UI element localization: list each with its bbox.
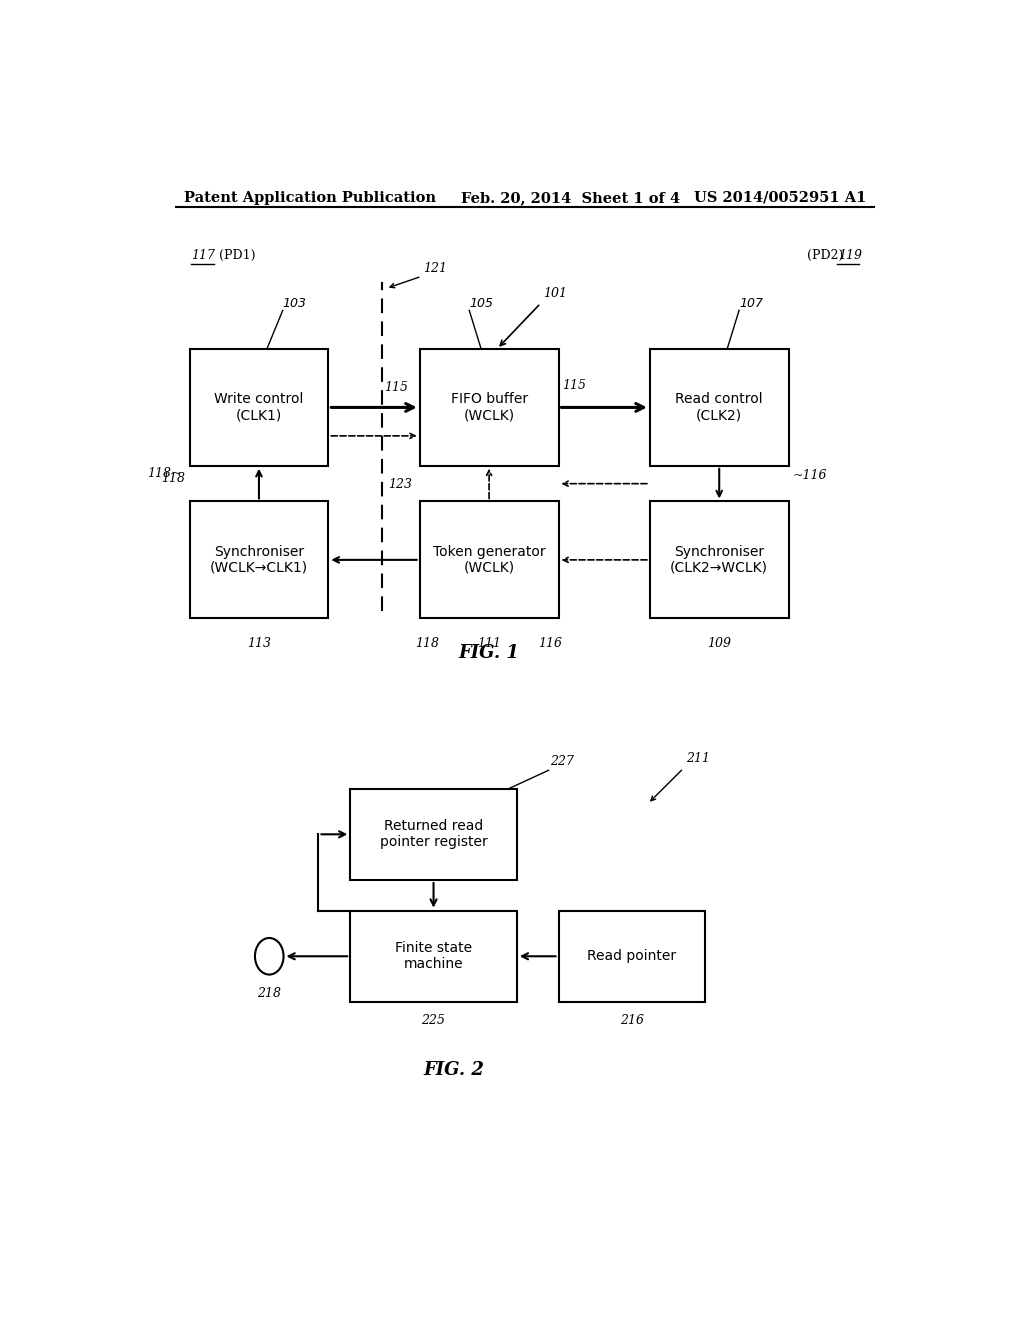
Text: 216: 216 — [620, 1014, 644, 1027]
Text: 227: 227 — [550, 755, 574, 768]
Text: FIG. 2: FIG. 2 — [423, 1061, 483, 1078]
Text: ~116: ~116 — [793, 469, 827, 482]
Text: 109: 109 — [708, 636, 731, 649]
Bar — [350, 911, 517, 1002]
Bar — [420, 348, 558, 466]
Text: 121: 121 — [423, 263, 447, 276]
Text: 218: 218 — [257, 987, 282, 999]
Text: 113: 113 — [247, 636, 271, 649]
Bar — [558, 911, 706, 1002]
Text: Returned read
pointer register: Returned read pointer register — [380, 820, 487, 849]
Bar — [350, 788, 517, 880]
Bar — [420, 502, 558, 618]
Text: US 2014/0052951 A1: US 2014/0052951 A1 — [693, 191, 866, 205]
Text: 225: 225 — [422, 1014, 445, 1027]
Text: Synchroniser
(WCLK→CLK1): Synchroniser (WCLK→CLK1) — [210, 545, 308, 576]
Text: 119: 119 — [839, 249, 862, 263]
Text: 111: 111 — [477, 636, 501, 649]
Bar — [189, 348, 329, 466]
Text: (PD1): (PD1) — [219, 249, 256, 263]
Text: 116: 116 — [539, 636, 562, 649]
Bar — [650, 502, 788, 618]
Text: 103: 103 — [283, 297, 307, 310]
Text: 101: 101 — [543, 288, 567, 300]
Text: Feb. 20, 2014  Sheet 1 of 4: Feb. 20, 2014 Sheet 1 of 4 — [461, 191, 680, 205]
Text: 118: 118 — [162, 473, 185, 484]
Text: Synchroniser
(CLK2→WCLK): Synchroniser (CLK2→WCLK) — [671, 545, 768, 576]
Text: 117: 117 — [191, 249, 215, 263]
Text: Patent Application Publication: Patent Application Publication — [183, 191, 435, 205]
Bar — [189, 502, 329, 618]
Text: Token generator
(WCLK): Token generator (WCLK) — [433, 545, 546, 576]
Text: FIG. 1: FIG. 1 — [459, 644, 519, 663]
Text: 123: 123 — [388, 478, 412, 491]
Bar — [650, 348, 788, 466]
Text: 105: 105 — [469, 297, 494, 310]
Text: Finite state
machine: Finite state machine — [395, 941, 472, 972]
Text: 211: 211 — [686, 752, 710, 766]
Text: 115: 115 — [384, 380, 409, 393]
Text: Read control
(CLK2): Read control (CLK2) — [676, 392, 763, 422]
Text: FIFO buffer
(WCLK): FIFO buffer (WCLK) — [451, 392, 527, 422]
Text: Write control
(CLK1): Write control (CLK1) — [214, 392, 304, 422]
Text: Read pointer: Read pointer — [588, 949, 677, 964]
Text: (PD2): (PD2) — [807, 249, 844, 263]
Text: 107: 107 — [739, 297, 763, 310]
Text: 115: 115 — [562, 379, 587, 392]
Text: 118~: 118~ — [147, 467, 181, 480]
Text: 118: 118 — [416, 636, 439, 649]
